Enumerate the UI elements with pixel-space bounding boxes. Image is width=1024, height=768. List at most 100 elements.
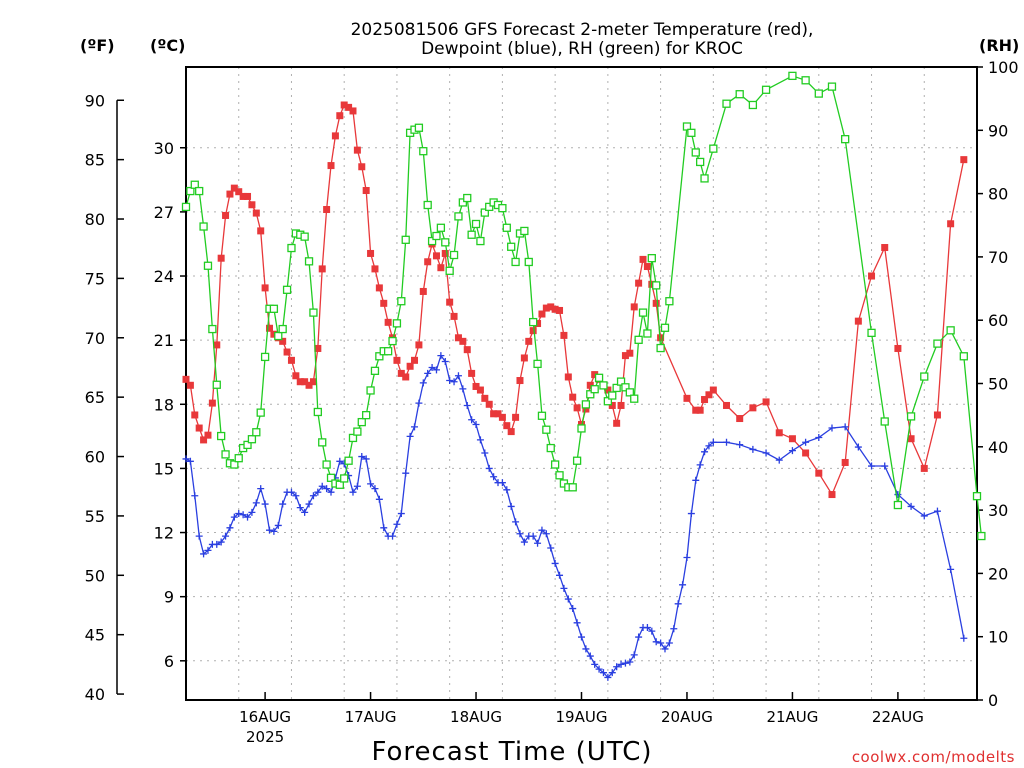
data-point-dewpoint [723,438,731,446]
data-point-rh [735,90,744,99]
data-point-temperature [371,265,379,273]
data-point-temperature [507,428,515,436]
data-point-rh [533,359,542,369]
data-point-dewpoint [560,584,568,592]
data-point-rh [247,435,257,444]
data-point-dewpoint [314,488,322,496]
data-point-dewpoint [371,485,379,493]
data-point-rh [436,223,446,232]
tick-label-celsius: 27 [154,203,174,222]
data-point-dewpoint [815,434,823,442]
data-point-rh [696,157,705,167]
data-point-dewpoint [564,595,572,603]
data-point-rh [634,335,643,344]
tick-label-rh: 50 [988,375,1008,394]
data-point-temperature [411,356,419,364]
tick-label-rh: 30 [988,501,1008,520]
data-point-dewpoint [512,518,520,526]
data-point-dewpoint [665,639,673,647]
data-point-dewpoint [626,658,634,666]
tick-label-rh: 10 [988,628,1008,647]
data-point-dewpoint [419,379,427,387]
data-point-dewpoint [191,492,199,500]
data-point-rh [748,100,758,110]
data-point-rh [274,331,283,341]
data-point-dewpoint [775,456,783,464]
data-point-dewpoint [463,401,471,409]
data-point-dewpoint [200,550,208,558]
data-point-rh [309,308,318,317]
data-point-temperature [323,206,331,214]
data-point-dewpoint [582,645,590,653]
unit-label-rh: (RH) [979,36,1019,55]
tick-label-celsius: 6 [164,652,174,671]
data-point-temperature [692,406,700,414]
data-point-dewpoint [701,448,709,456]
data-point-rh [203,261,213,270]
data-point-temperature [441,249,449,257]
data-point-temperature [630,303,638,311]
series-line-rh [185,75,983,537]
tick-label-fahrenheit: 55 [85,507,105,526]
data-point-temperature [529,327,537,335]
data-point-temperature [481,394,489,402]
data-point-dewpoint [305,500,313,508]
unit-label-celsius: (ºC) [150,36,185,55]
data-point-temperature [556,306,564,314]
data-point-dewpoint [424,369,432,377]
data-point-dewpoint [186,457,194,465]
data-point-rh [243,440,252,450]
data-point-dewpoint [265,526,273,534]
data-point-rh [586,390,595,399]
data-point-rh [687,128,696,137]
data-point-temperature [652,299,660,307]
data-point-rh [221,450,230,459]
data-point-rh [959,352,968,361]
data-point-dewpoint [534,539,542,547]
data-point-rh [814,89,823,98]
tick-label-x: 18AUG [450,708,502,726]
data-point-dewpoint [608,669,616,677]
data-point-rh [278,324,287,334]
data-point-temperature [960,156,968,164]
data-point-temperature [208,399,216,407]
data-point-rh [195,186,204,196]
data-point-rh [933,339,942,348]
data-point-rh [625,388,634,397]
data-point-dewpoint [960,634,968,642]
data-point-rh [608,391,617,400]
data-point-rh [335,480,344,489]
data-point-dewpoint [657,639,665,647]
data-point-rh [893,500,903,510]
data-point-temperature [868,272,876,280]
data-point-temperature [947,220,955,228]
data-point-rh [212,380,221,389]
x-axis-label: Forecast Time (UTC) [371,737,652,767]
data-point-dewpoint [828,424,836,432]
data-point-temperature [402,373,410,381]
chart-title-line-2: Dewpoint (blue), RH (green) for KROC [421,39,743,59]
data-point-rh [441,238,450,247]
data-point-temperature [542,304,550,312]
data-point-rh [256,408,265,417]
data-point-temperature [639,255,647,263]
data-point-rh [388,336,397,346]
tick-label-fahrenheit: 60 [85,448,105,467]
data-point-dewpoint [696,461,704,469]
data-point-temperature [358,163,366,171]
data-point-temperature [485,400,493,408]
chart-title-line-1: 2025081506 GFS Forecast 2-meter Temperat… [351,20,814,40]
data-point-temperature [257,227,265,235]
data-point-rh [722,99,731,108]
data-point-dewpoint [599,669,607,677]
tick-label-celsius: 30 [154,139,174,158]
data-point-dewpoint [336,457,344,465]
credit-link[interactable]: coolwx.com/modelts [852,748,1015,766]
data-point-temperature [635,279,643,287]
data-point-temperature [331,132,339,140]
data-point-dewpoint [709,438,717,446]
data-point-temperature [604,386,612,394]
data-point-rh [282,285,292,294]
tick-label-celsius: 24 [154,267,174,286]
data-point-dewpoint [252,499,260,507]
